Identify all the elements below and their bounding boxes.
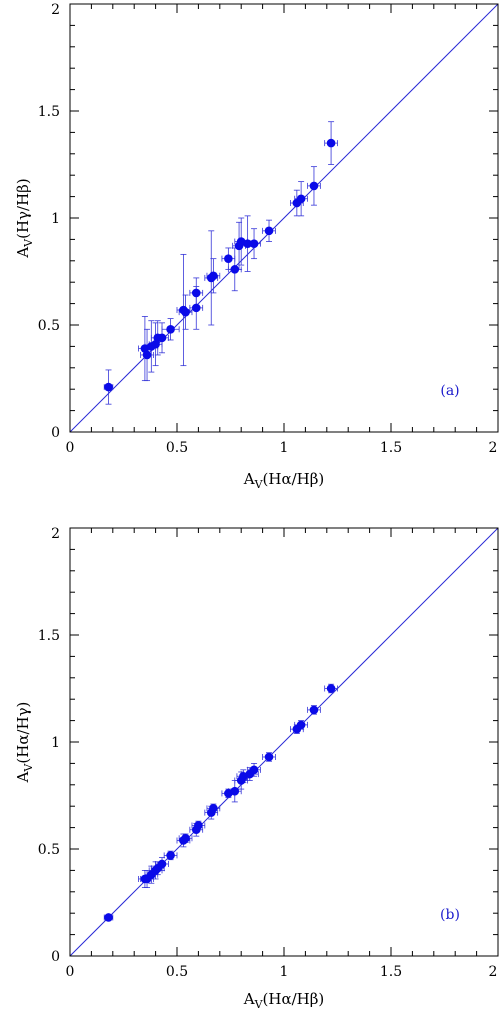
panel-a-point xyxy=(157,333,167,343)
panel-a-point xyxy=(249,239,259,248)
panel-a-point xyxy=(191,288,201,298)
panel-a-ylabel-sub: V xyxy=(22,238,35,248)
panel-a-ytick-0: 0 xyxy=(51,425,60,441)
panel-b-point xyxy=(249,765,259,775)
panel-b-point xyxy=(157,859,167,869)
panel-b-ytick-3: 1.5 xyxy=(38,628,60,644)
panel-a-xtick-3: 1.5 xyxy=(380,440,402,456)
panel-a-point xyxy=(264,226,274,236)
panel-b-frame xyxy=(69,527,499,957)
panel-a-tag: (a) xyxy=(440,383,459,399)
panel-b-point xyxy=(309,705,319,715)
panel-a-point xyxy=(104,382,113,392)
panel-a-ytick-3: 1.5 xyxy=(38,104,60,120)
panel-a-xtick-4: 2 xyxy=(489,440,498,456)
panel-a-point xyxy=(296,194,306,204)
panel-a-frame xyxy=(69,3,499,433)
panel-b-xtick-2: 1 xyxy=(280,964,289,980)
panel-b-ylabel: AV(Hα/Hγ) xyxy=(14,702,35,784)
panel-a-identity-line xyxy=(69,3,499,433)
panel-a-ytick-2: 1 xyxy=(51,211,60,227)
panel-a-xtick-0: 0 xyxy=(66,440,75,456)
panel-b-ytick-1: 0.5 xyxy=(38,842,60,858)
panel-b-ytick-0: 0 xyxy=(51,949,60,965)
panel-a: 0 0.5 1 1.5 2 0 0.5 1 1.5 2 AV(Hα/Hβ) AV… xyxy=(14,2,499,491)
panel-b-point xyxy=(296,720,306,730)
panel-b-errorbars xyxy=(103,683,338,921)
panel-a-point xyxy=(166,324,175,334)
panel-b-point xyxy=(194,821,203,830)
panel-a-xlabel: AV(Hα/Hβ) xyxy=(243,470,325,491)
panel-a-points xyxy=(104,138,336,392)
panel-a-xtick-2: 1 xyxy=(280,440,289,456)
panel-a-xlabel-sub: V xyxy=(254,478,264,491)
panel-b-points xyxy=(104,684,336,922)
panel-a-point xyxy=(209,271,218,281)
panel-b-xtick-4: 2 xyxy=(489,964,498,980)
panel-a-errorbars xyxy=(103,121,338,405)
panel-a-point xyxy=(181,307,190,317)
panel-a-ytick-1: 0.5 xyxy=(38,318,60,334)
panel-b-point xyxy=(166,851,175,860)
panel-b-xtick-0: 0 xyxy=(66,964,75,980)
panel-b-point xyxy=(104,913,113,922)
panel-b: 0 0.5 1 1.5 2 0 0.5 1 1.5 2 AV(Hα/Hβ) AV… xyxy=(14,526,499,1011)
panel-b-point xyxy=(264,752,274,762)
panel-a-point xyxy=(243,239,252,248)
panel-b-point xyxy=(230,786,240,796)
panel-b-ytick-4: 2 xyxy=(51,526,60,542)
panel-b-ylabel-sub: V xyxy=(22,763,35,773)
panel-b-xtick-1: 0.5 xyxy=(166,964,188,980)
panel-b-point xyxy=(209,804,218,813)
panel-b-tag: (b) xyxy=(440,907,460,923)
panel-b-point xyxy=(181,834,190,843)
panel-b-point xyxy=(326,684,336,693)
panel-a-ytick-4: 2 xyxy=(51,2,60,18)
panel-b-xtick-3: 1.5 xyxy=(380,964,402,980)
panel-a-ylabel: AV(Hγ/Hβ) xyxy=(14,178,35,258)
panel-b-identity-line xyxy=(69,527,499,957)
panel-b-xlabel-sub: V xyxy=(254,998,264,1011)
panel-a-point xyxy=(224,254,233,263)
panel-a-point xyxy=(191,303,201,313)
panel-b-ytick-2: 1 xyxy=(51,735,60,751)
panel-a-point xyxy=(326,138,336,148)
panel-a-point xyxy=(142,350,152,360)
panel-a-point xyxy=(230,265,240,274)
panel-a-point xyxy=(309,181,319,191)
panel-a-xtick-1: 0.5 xyxy=(166,440,188,456)
panel-b-xlabel: AV(Hα/Hβ) xyxy=(243,990,325,1011)
